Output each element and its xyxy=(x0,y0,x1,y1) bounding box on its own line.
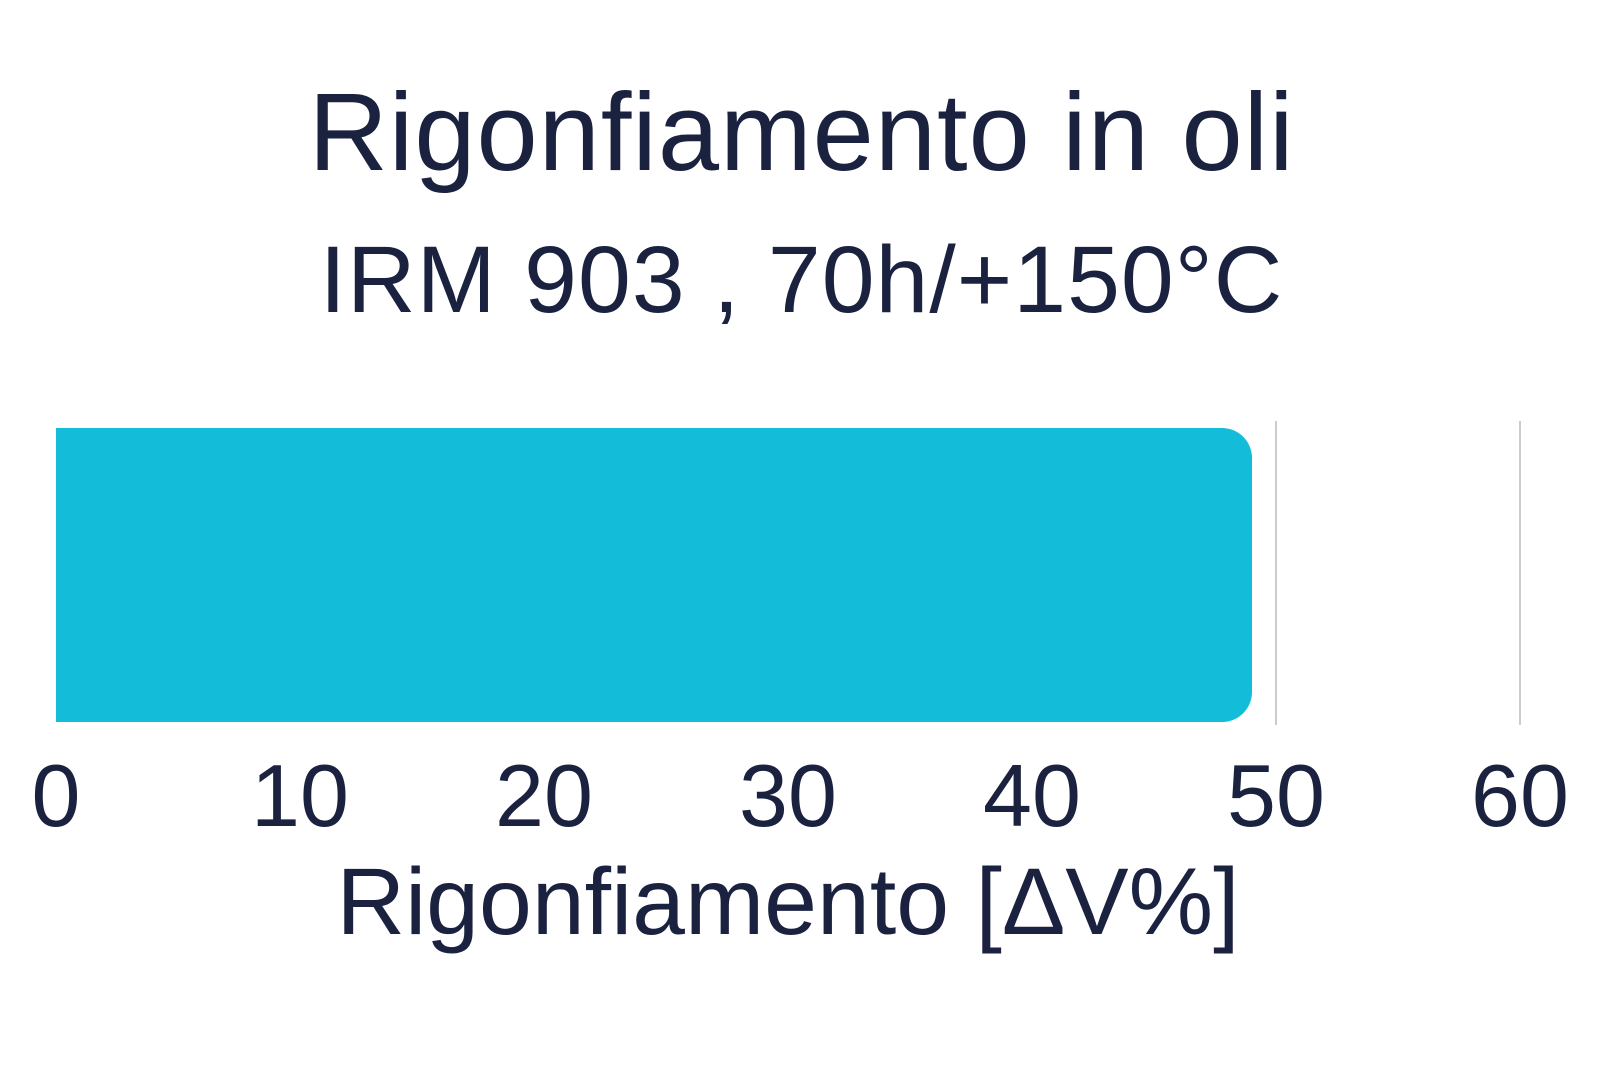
x-tick-label-60: 60 xyxy=(1471,746,1569,845)
plot-area xyxy=(56,421,1521,725)
x-axis-title: Rigonfiamento [ΔV%] xyxy=(336,849,1240,955)
gridline-x-50 xyxy=(1275,421,1277,725)
x-tick-label-30: 30 xyxy=(739,746,837,845)
x-tick-label-40: 40 xyxy=(983,746,1081,845)
x-tick-label-0: 0 xyxy=(31,746,81,845)
x-tick-label-10: 10 xyxy=(251,746,349,845)
value-bar xyxy=(56,428,1252,722)
x-axis-tick-labels: 0 10 20 30 40 50 60 xyxy=(32,746,1569,862)
gridline-x-60 xyxy=(1519,421,1521,725)
chart-title: Rigonfiamento in oli xyxy=(308,71,1295,194)
chart-subtitle: IRM 903 , 70h/+150°C xyxy=(319,227,1284,333)
x-tick-label-20: 20 xyxy=(495,746,593,845)
x-tick-label-50: 50 xyxy=(1227,746,1325,845)
